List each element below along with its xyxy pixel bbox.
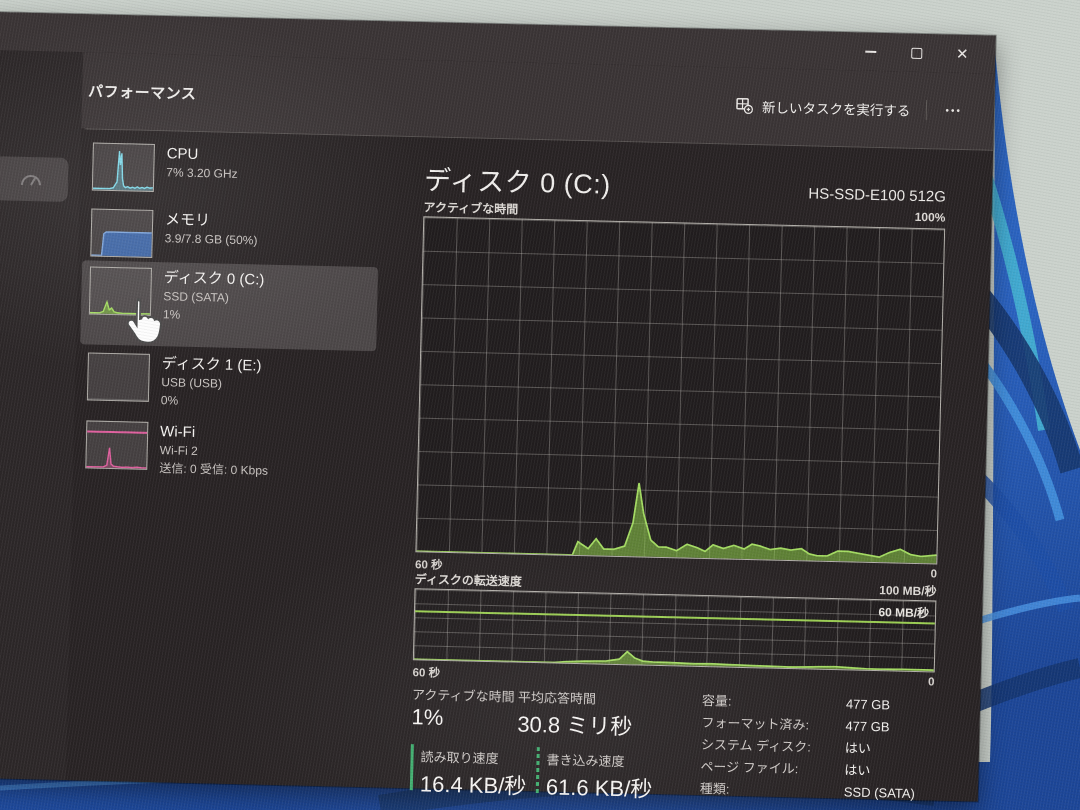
memory-thumbnail-chart bbox=[90, 208, 154, 258]
close-icon: ✕ bbox=[955, 45, 969, 63]
detail-system-disk: システム ディスク: はい bbox=[700, 737, 872, 757]
active-time-chart-label: アクティブな時間 bbox=[423, 200, 519, 217]
stat-avg-response-label: 平均応答時間 bbox=[517, 689, 597, 707]
cpu-thumbnail-chart bbox=[91, 142, 155, 192]
sidebar-item-detail: 7% 3.20 GHz bbox=[166, 165, 238, 182]
rail-item-performance[interactable] bbox=[0, 156, 69, 202]
stat-avg-response-value: 30.8 ミリ秒 bbox=[517, 711, 633, 740]
read-speed-accent-bar bbox=[409, 744, 414, 791]
task-manager-window: ✕ パフォーマンス bbox=[0, 12, 996, 802]
stat-write-speed-value: 61.6 KB/秒 bbox=[545, 774, 653, 802]
sidebar-item-label: ディスク 1 (E:) bbox=[161, 355, 262, 375]
speedometer-icon bbox=[20, 175, 41, 186]
wifi-thumbnail-chart bbox=[85, 420, 149, 470]
disk-detail-panel: ディスク 0 (C:) HS-SSD-E100 512G アクティブな時間 10… bbox=[409, 158, 947, 802]
sidebar-item-detail2: 1% bbox=[162, 306, 181, 322]
x-axis-left-label: 60 秒 bbox=[412, 667, 441, 680]
disk-stats: アクティブな時間 1% 平均応答時間 30.8 ミリ秒 読み取り速度 16.4 … bbox=[409, 682, 934, 810]
transfer-rate-chart-label: ディスクの転送速度 bbox=[414, 572, 523, 589]
x-axis-right-label: 0 bbox=[927, 676, 935, 689]
sidebar-item-label: CPU bbox=[166, 145, 199, 163]
detail-type: 種類: SSD (SATA) bbox=[699, 780, 916, 802]
maximize-icon bbox=[910, 47, 922, 59]
sidebar-item-memory[interactable]: メモリ 3.9/7.8 GB (50%) bbox=[82, 202, 379, 269]
content-area: パフォーマンス 新しいタスクを実行する ••• bbox=[65, 52, 995, 802]
sidebar-item-detail: Wi-Fi 2 bbox=[159, 443, 198, 459]
sidebar-item-disk0-selected[interactable]: ディスク 0 (C:) SSD (SATA) 1% bbox=[80, 260, 379, 352]
minimize-button[interactable] bbox=[847, 35, 894, 68]
detail-page-file: ページ ファイル: はい bbox=[700, 758, 871, 778]
sidebar-item-detail: 3.9/7.8 GB (50%) bbox=[164, 231, 258, 248]
sidebar-item-label: メモリ bbox=[164, 211, 211, 230]
stat-read-speed-value: 16.4 KB/秒 bbox=[419, 771, 527, 799]
more-options-button[interactable]: ••• bbox=[945, 105, 963, 117]
page-title: パフォーマンス bbox=[87, 82, 197, 103]
sidebar-item-detail2: 送信: 0 受信: 0 Kbps bbox=[159, 460, 269, 478]
transfer-rate-chart: 60 MB/秒 bbox=[412, 588, 937, 673]
hand-cursor-icon bbox=[126, 298, 162, 344]
header-separator bbox=[926, 100, 928, 121]
write-speed-accent-bar bbox=[535, 747, 540, 794]
sidebar-item-detail2: 0% bbox=[160, 392, 179, 408]
sidebar-item-wifi[interactable]: Wi-Fi Wi-Fi 2 送信: 0 受信: 0 Kbps bbox=[77, 414, 374, 488]
minimize-icon bbox=[864, 50, 876, 53]
sidebar-item-detail: USB (USB) bbox=[161, 375, 223, 391]
run-new-task-label: 新しいタスクを実行する bbox=[761, 100, 911, 119]
maximize-button[interactable] bbox=[893, 36, 940, 69]
disk0-thumbnail-chart bbox=[88, 266, 153, 316]
disk1-thumbnail-chart bbox=[86, 352, 150, 402]
detail-formatted: フォーマット済み: 477 GB bbox=[701, 715, 890, 735]
nav-rail bbox=[0, 49, 84, 781]
disk-title: ディスク 0 (C:) bbox=[423, 165, 612, 200]
run-new-task-button[interactable]: 新しいタスクを実行する bbox=[732, 90, 915, 126]
sidebar-item-label: Wi-Fi bbox=[159, 423, 196, 441]
close-button[interactable]: ✕ bbox=[939, 37, 986, 70]
new-task-window-plus-icon bbox=[736, 97, 754, 115]
sidebar-item-detail: SSD (SATA) bbox=[163, 289, 230, 306]
active-time-chart bbox=[415, 216, 946, 565]
stat-active-time-label: アクティブな時間 bbox=[411, 687, 515, 705]
detail-capacity: 容量: 477 GB bbox=[701, 693, 891, 713]
sidebar-item-disk1[interactable]: ディスク 1 (E:) USB (USB) 0% bbox=[79, 346, 376, 420]
stat-active-time-value: 1% bbox=[411, 704, 444, 730]
active-time-chart-max: 100% bbox=[914, 209, 946, 225]
transfer-rate-chart-max: 100 MB/秒 bbox=[879, 583, 937, 599]
stat-write-speed-label: 書き込み速度 bbox=[546, 752, 625, 770]
sidebar-item-label: ディスク 0 (C:) bbox=[163, 269, 265, 289]
disk-model: HS-SSD-E100 512G bbox=[808, 185, 947, 206]
page-header: パフォーマンス 新しいタスクを実行する ••• bbox=[81, 52, 995, 150]
sidebar-item-cpu[interactable]: CPU 7% 3.20 GHz bbox=[84, 136, 381, 203]
stat-read-speed-label: 読み取り速度 bbox=[420, 749, 499, 767]
